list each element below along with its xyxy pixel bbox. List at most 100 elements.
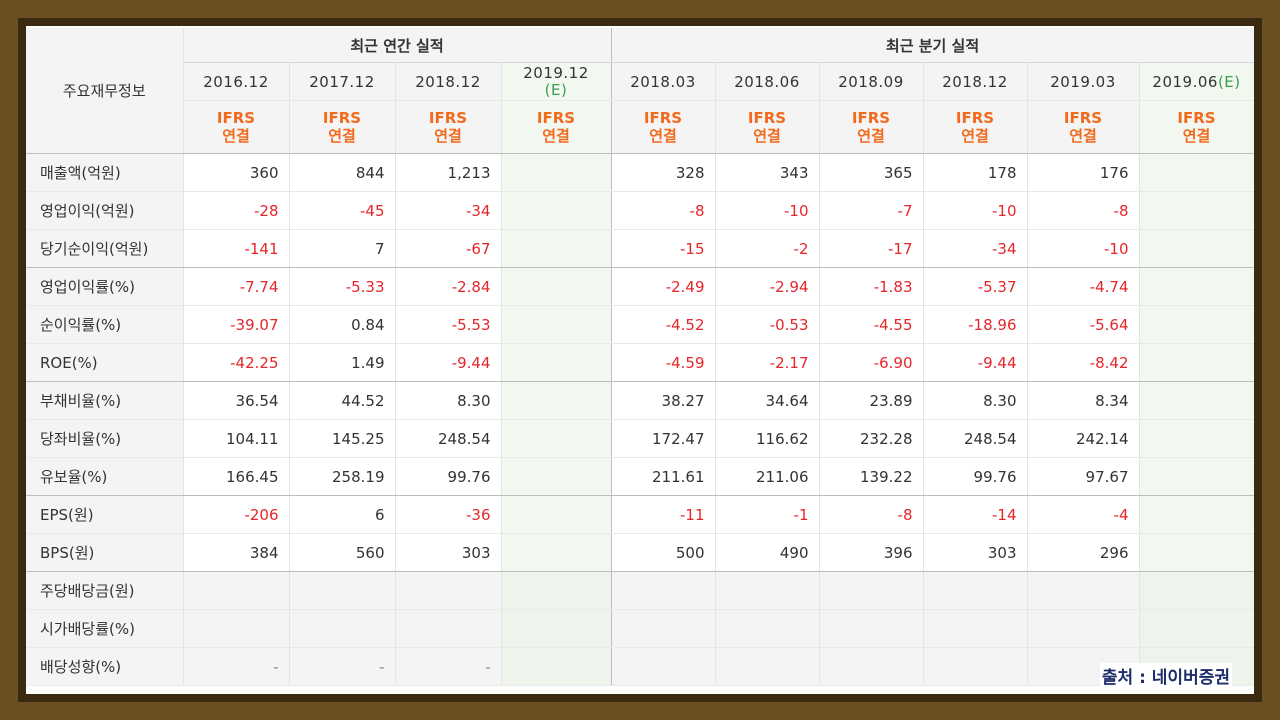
row-label: 부채비율(%) <box>26 381 184 420</box>
annual-group-header: 최근 연간 실적 <box>183 28 612 63</box>
data-cell <box>501 419 612 458</box>
period-header: 2017.12 <box>289 62 396 101</box>
data-cell <box>611 571 716 610</box>
data-cell: -8 <box>1027 191 1140 230</box>
consolidated-label: 연결 <box>961 127 989 145</box>
data-cell: 500 <box>611 533 716 572</box>
data-cell <box>715 609 820 648</box>
data-cell: -9.44 <box>923 343 1028 382</box>
data-cell: 36.54 <box>183 381 290 420</box>
table-row: EPS(원) -206 6 -36 -11 -1 -8 -14 -4 <box>26 495 1254 534</box>
table-row: 영업이익(억원) -28 -45 -34 -8 -10 -7 -10 -8 <box>26 191 1254 230</box>
data-cell: -36 <box>395 495 502 534</box>
data-cell <box>1139 381 1254 420</box>
table-row: BPS(원) 384 560 303 500 490 396 303 296 <box>26 533 1254 572</box>
data-cell: - <box>183 647 290 686</box>
period-header: 2018.06 <box>715 62 820 101</box>
row-label: ROE(%) <box>26 343 184 382</box>
data-cell: 296 <box>1027 533 1140 572</box>
data-cell: 8.30 <box>395 381 502 420</box>
data-cell: -42.25 <box>183 343 290 382</box>
table-row: 순이익률(%) -39.07 0.84 -5.53 -4.52 -0.53 -4.55 -18… <box>26 305 1254 344</box>
table-row: 주당배당금(원) <box>26 571 1254 610</box>
ifrs-label: IFRS <box>851 109 891 127</box>
row-label: 주당배당금(원) <box>26 571 184 610</box>
data-cell <box>1139 305 1254 344</box>
financial-panel: 주요재무정보 최근 연간 실적 최근 분기 실적 2016.12 2017.12 2… <box>26 26 1254 694</box>
data-cell: -5.37 <box>923 267 1028 306</box>
data-cell: -4.74 <box>1027 267 1140 306</box>
data-cell: 7 <box>289 229 396 268</box>
data-cell: 384 <box>183 533 290 572</box>
ifrs-label: IFRS <box>1063 109 1103 127</box>
data-cell <box>1139 153 1254 192</box>
financial-summary-table: 주요재무정보 최근 연간 실적 최근 분기 실적 2016.12 2017.12 2… <box>26 28 1254 686</box>
data-cell <box>923 571 1028 610</box>
data-cell <box>395 571 502 610</box>
data-cell: -34 <box>923 229 1028 268</box>
data-cell <box>501 229 612 268</box>
source-caption: 출처 : 네이버증권 <box>1099 663 1232 688</box>
data-cell: 211.06 <box>715 457 820 496</box>
row-label: BPS(원) <box>26 533 184 572</box>
period-label: 2016.12 <box>203 72 269 91</box>
data-cell: -8 <box>819 495 924 534</box>
corner-header: 주요재무정보 <box>26 28 184 154</box>
period-label: 2019.06 <box>1152 72 1218 91</box>
ifrs-badge: IFRS 연결 <box>501 100 612 154</box>
data-cell <box>395 609 502 648</box>
data-cell: 6 <box>289 495 396 534</box>
table-row: 유보율(%) 166.45 258.19 99.76 211.61 211.06 139.2… <box>26 457 1254 496</box>
data-cell: 232.28 <box>819 419 924 458</box>
ifrs-label: IFRS <box>747 109 787 127</box>
data-cell <box>501 609 612 648</box>
data-cell: -141 <box>183 229 290 268</box>
data-cell: 248.54 <box>395 419 502 458</box>
ifrs-label: IFRS <box>1177 109 1216 127</box>
ifrs-badge: IFRS 연결 <box>611 100 716 154</box>
data-cell: 560 <box>289 533 396 572</box>
data-cell: 1.49 <box>289 343 396 382</box>
data-cell: -28 <box>183 191 290 230</box>
data-cell: 176 <box>1027 153 1140 192</box>
row-label: 배당성향(%) <box>26 647 184 686</box>
consolidated-label: 연결 <box>328 127 356 145</box>
table-row: 매출액(억원) 360 844 1,213 328 343 365 178 176 <box>26 153 1254 192</box>
consolidated-label: 연결 <box>542 127 570 145</box>
data-cell: -18.96 <box>923 305 1028 344</box>
data-cell <box>183 571 290 610</box>
data-cell: 172.47 <box>611 419 716 458</box>
ifrs-badge: IFRS 연결 <box>923 100 1028 154</box>
ifrs-label: IFRS <box>955 109 995 127</box>
table-row: 당좌비율(%) 104.11 145.25 248.54 172.47 116.62 232… <box>26 419 1254 458</box>
data-cell: -67 <box>395 229 502 268</box>
period-header-row: 2016.12 2017.12 2018.12 2019.12 (E) 2018.03 20… <box>26 62 1254 101</box>
data-cell <box>1139 457 1254 496</box>
data-cell: -1.83 <box>819 267 924 306</box>
data-cell: 8.30 <box>923 381 1028 420</box>
data-cell: 360 <box>183 153 290 192</box>
period-label: 2018.09 <box>838 72 904 91</box>
data-cell: 242.14 <box>1027 419 1140 458</box>
data-cell: 116.62 <box>715 419 820 458</box>
period-header: 2018.12 <box>923 62 1028 101</box>
data-cell: -6.90 <box>819 343 924 382</box>
data-cell: -2.84 <box>395 267 502 306</box>
data-cell: -2.17 <box>715 343 820 382</box>
data-cell: -11 <box>611 495 716 534</box>
row-label: 유보율(%) <box>26 457 184 496</box>
data-cell <box>715 647 820 686</box>
data-cell: 97.67 <box>1027 457 1140 496</box>
data-cell <box>819 609 924 648</box>
ifrs-badge: IFRS 연결 <box>1027 100 1140 154</box>
consolidated-label: 연결 <box>1182 127 1211 145</box>
consolidated-label: 연결 <box>753 127 781 145</box>
table-row: 배당성향(%) - - - <box>26 647 1254 686</box>
table-row: 부채비율(%) 36.54 44.52 8.30 38.27 34.64 23.89 8.30… <box>26 381 1254 420</box>
row-label: 영업이익(억원) <box>26 191 184 230</box>
table-row: 당기순이익(억원) -141 7 -67 -15 -2 -17 -34 -10 <box>26 229 1254 268</box>
data-cell <box>501 495 612 534</box>
data-cell <box>501 381 612 420</box>
data-cell: -5.64 <box>1027 305 1140 344</box>
data-cell: 211.61 <box>611 457 716 496</box>
